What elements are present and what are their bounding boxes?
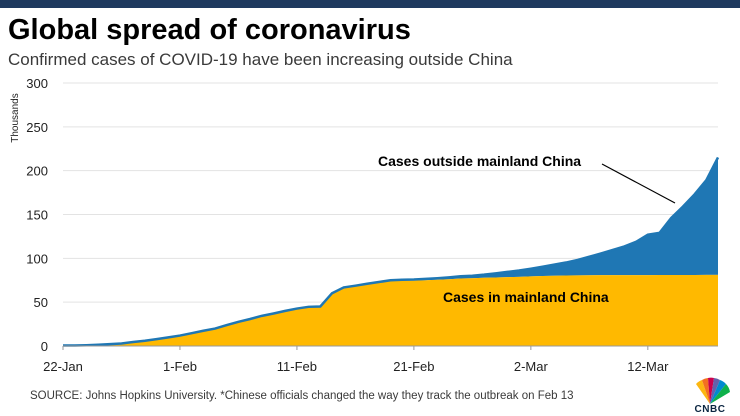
x-tick-label: 12-Mar [627,359,669,374]
y-tick-label: 200 [26,164,48,179]
top-accent-bar [0,0,740,8]
x-tick-label: 1-Feb [163,359,197,374]
y-tick-label: 50 [34,295,48,310]
y-tick-label: 0 [41,339,48,354]
y-axis-label: Thousands [10,93,21,142]
cnbc-logo-text: CNBC [694,404,726,415]
x-tick-label: 11-Feb [277,359,317,374]
area-mainland-china [63,274,718,346]
y-axis: 0 50 100 150 200 250 300 [26,76,48,354]
x-tick-label: 2-Mar [514,359,549,374]
total-cases-line [62,156,720,347]
annotation-leader-line [601,163,676,204]
annotation-outside-china: Cases outside mainland China [378,153,581,169]
source-note: SOURCE: Johns Hopkins University. *Chine… [30,390,574,402]
y-tick-label: 300 [26,76,48,91]
x-axis: 22-Jan 1-Feb 11-Feb 21-Feb 2-Mar 12-Mar [43,345,718,374]
y-tick-label: 100 [26,251,48,266]
peacock-icon [696,377,730,404]
annotations: Cases outside mainland China Cases in mai… [378,153,676,305]
cnbc-logo: CNBC [684,376,736,415]
area-layer [62,156,720,347]
y-tick-label: 150 [26,208,48,223]
annotation-mainland-china: Cases in mainland China [443,289,609,305]
chart-subtitle: Confirmed cases of COVID-19 have been in… [8,50,513,69]
x-tick-label: 22-Jan [43,359,83,374]
x-tick-label: 21-Feb [393,359,434,374]
y-tick-label: 250 [26,120,48,135]
chart-title: Global spread of coronavirus [8,14,411,46]
